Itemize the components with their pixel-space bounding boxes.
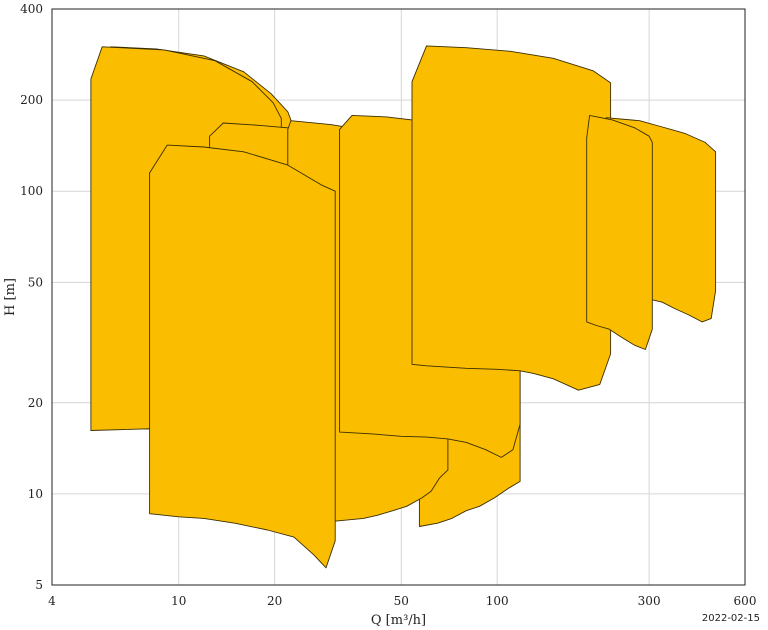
y-tick-label: 20 bbox=[28, 396, 43, 410]
y-tick-labels: 5 10 20 50 100 200 400 bbox=[20, 2, 43, 592]
x-tick-label: 10 bbox=[171, 594, 186, 608]
plot-frame bbox=[51, 8, 746, 586]
y-tick-label: 10 bbox=[28, 487, 43, 501]
y-axis-label: H [m] bbox=[3, 278, 18, 316]
y-tick-label: 5 bbox=[35, 578, 43, 592]
x-tick-label: 300 bbox=[638, 594, 661, 608]
x-tick-label: 20 bbox=[267, 594, 282, 608]
chart-series bbox=[90, 45, 717, 569]
pump-range-area-10 bbox=[149, 144, 336, 569]
x-tick-labels: 4 10 20 50 100 300 600 bbox=[48, 594, 756, 608]
pump-range-area-7 bbox=[411, 45, 612, 391]
y-tick-label: 200 bbox=[20, 93, 43, 107]
date-stamp: 2022-02-15 bbox=[701, 613, 760, 624]
y-tick-label: 50 bbox=[28, 275, 43, 289]
x-tick-label: 4 bbox=[48, 594, 56, 608]
x-tick-label: 600 bbox=[734, 594, 757, 608]
y-tick-label: 100 bbox=[20, 184, 43, 198]
y-tick-label: 400 bbox=[20, 2, 43, 16]
x-tick-label: 50 bbox=[394, 594, 409, 608]
x-axis-label: Q [m³/h] bbox=[371, 613, 426, 628]
x-tick-label: 100 bbox=[486, 594, 509, 608]
pump-range-area-9 bbox=[586, 114, 653, 350]
